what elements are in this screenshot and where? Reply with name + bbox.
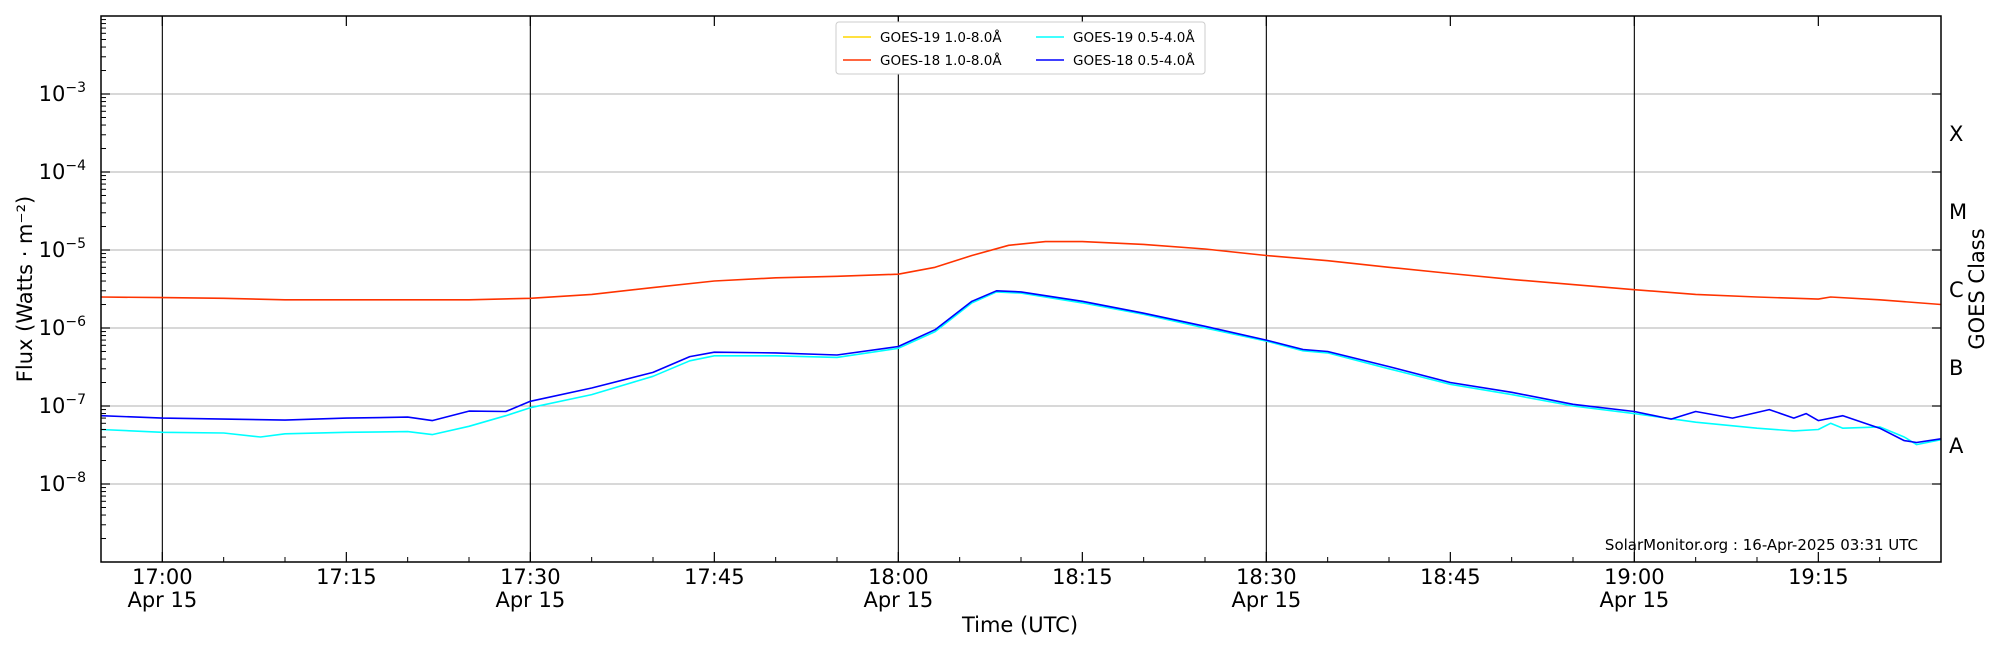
legend-label: GOES-19 0.5-4.0Å	[1073, 29, 1195, 46]
x-tick-sublabel: Apr 15	[127, 588, 197, 612]
credit-text: SolarMonitor.org : 16-Apr-2025 03:31 UTC	[1605, 536, 1918, 554]
axis-ticks	[100, 16, 1942, 562]
x-tick-label: 17:00	[132, 565, 193, 589]
y-tick-label: 10−8	[39, 470, 86, 496]
legend-label: GOES-18 1.0-8.0Å	[880, 52, 1002, 69]
y-tick-label: 10−7	[39, 392, 86, 418]
x-tick-label: 18:00	[868, 565, 929, 589]
legend-label: GOES-18 0.5-4.0Å	[1073, 52, 1195, 69]
series-lines	[100, 240, 1942, 446]
goes-class-label: M	[1949, 200, 1967, 224]
y-tick-label: 10−4	[39, 158, 86, 184]
legend-label: GOES-19 1.0-8.0Å	[880, 29, 1002, 46]
y-tick-labels: 10−8 10−7 10−6 10−5 10−4 10−3	[39, 80, 86, 496]
legend-box	[835, 21, 1206, 75]
y-axis-title: Flux (Watts · m⁻²)	[13, 196, 37, 382]
x-tick-sublabel: Apr 15	[495, 588, 565, 612]
x-tick-label: 18:45	[1420, 565, 1481, 589]
x-tick-label: 17:30	[500, 565, 561, 589]
x-tick-label: 18:15	[1052, 565, 1113, 589]
x-tick-label: 19:00	[1604, 565, 1665, 589]
x-tick-sublabel: Apr 15	[863, 588, 933, 612]
series-line	[100, 240, 1942, 306]
x-tick-sublabel: Apr 15	[1231, 588, 1301, 612]
goes-class-labels: A B C M X	[1949, 122, 1967, 458]
x-axis-title: Time (UTC)	[961, 613, 1078, 637]
legend: GOES-19 1.0-8.0Å GOES-18 1.0-8.0Å GOES-19 …	[835, 21, 1206, 75]
y-tick-label: 10−3	[39, 80, 86, 106]
goes-class-label: A	[1949, 434, 1964, 458]
x-tick-label: 19:15	[1788, 565, 1849, 589]
goes-class-label: X	[1949, 122, 1963, 146]
series-line	[100, 290, 1942, 444]
series-line	[100, 291, 1942, 446]
x-tick-label: 18:30	[1236, 565, 1297, 589]
x-tick-sublabel: Apr 15	[1599, 588, 1669, 612]
x-tick-label: 17:45	[684, 565, 745, 589]
right-axis-title: GOES Class	[1965, 228, 1989, 349]
goes-class-label: C	[1949, 278, 1964, 302]
x-tick-label: 17:15	[316, 565, 377, 589]
goes-class-label: B	[1949, 356, 1963, 380]
y-tick-label: 10−6	[39, 314, 86, 340]
y-tick-label: 10−5	[39, 236, 86, 262]
